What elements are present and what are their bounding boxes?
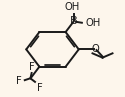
Text: F: F [29, 62, 35, 72]
Text: F: F [16, 76, 22, 86]
Text: B: B [70, 16, 78, 26]
Text: O: O [92, 44, 100, 54]
Text: F: F [37, 84, 43, 94]
Text: OH: OH [86, 18, 101, 28]
Text: OH: OH [65, 2, 80, 12]
